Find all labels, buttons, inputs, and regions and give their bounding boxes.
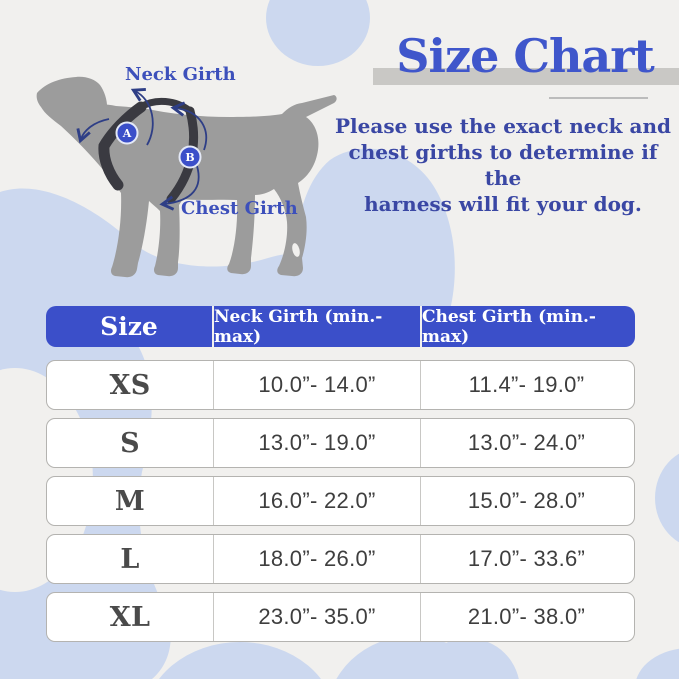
neck-cell: 10.0”- 14.0”: [214, 361, 421, 409]
chest-cell: 15.0”- 28.0”: [467, 488, 586, 513]
harness-neck-strap: [98, 101, 147, 191]
chest-girth-label: Chest Girth: [181, 198, 298, 219]
neck-cell: 23.0”- 35.0”: [214, 593, 421, 641]
neck-girth-label: Neck Girth: [125, 64, 236, 85]
paw-highlight: [292, 243, 300, 257]
col-header-chest: Chest Girth (min.-max): [422, 306, 596, 347]
table-row-m: M 16.0”- 22.0” 15.0”- 28.0”: [46, 476, 635, 526]
chest-cell: 21.0”- 38.0”: [467, 604, 586, 629]
page-title: Size Chart: [396, 29, 654, 83]
subtitle-line-2: chest girths to determine if the: [348, 140, 658, 190]
chest-cell: 13.0”- 24.0”: [467, 430, 586, 455]
size-cell: XL: [47, 593, 214, 641]
neck-cell: 13.0”- 19.0”: [214, 419, 421, 467]
chest-girth-arrow-top: [170, 101, 208, 151]
chest-cell: 17.0”- 33.6”: [467, 546, 586, 571]
neck-cell: 16.0”- 22.0”: [214, 477, 421, 525]
neck-girth-arrow-top: [130, 87, 154, 146]
col-header-size: Size: [46, 306, 214, 347]
table-row-xs: XS 10.0”- 14.0” 11.4”- 19.0”: [46, 360, 635, 410]
subtitle: Please use the exact neck and chest girt…: [332, 113, 674, 217]
size-cell: L: [47, 535, 214, 583]
subtitle-line-1: Please use the exact neck and: [335, 114, 671, 138]
svg-text:A: A: [122, 127, 132, 140]
size-cell: M: [47, 477, 214, 525]
title-rule: [549, 97, 648, 99]
chest-girth-arrow-bottom: [159, 165, 200, 211]
chest-cell: 11.4”- 19.0”: [468, 372, 585, 397]
size-table: Size Neck Girth (min.-max) Chest Girth (…: [46, 306, 635, 642]
marker-b: B: [178, 145, 202, 169]
size-cell: S: [47, 419, 214, 467]
dog-illustration: A B: [36, 76, 337, 278]
neck-cell: 18.0”- 26.0”: [214, 535, 421, 583]
subtitle-line-3: harness will fit your dog.: [364, 192, 642, 216]
table-row-xl: XL 23.0”- 35.0” 21.0”- 38.0”: [46, 592, 635, 642]
table-row-s: S 13.0”- 19.0” 13.0”- 24.0”: [46, 418, 635, 468]
table-header-row: Size Neck Girth (min.-max) Chest Girth (…: [46, 306, 635, 347]
marker-a: A: [115, 121, 139, 145]
neck-girth-arrow-bottom: [76, 118, 110, 144]
svg-text:B: B: [185, 151, 194, 164]
title-backdrop-bar: [373, 68, 679, 85]
col-header-neck: Neck Girth (min.-max): [214, 306, 422, 347]
table-row-l: L 18.0”- 26.0” 17.0”- 33.6”: [46, 534, 635, 584]
size-cell: XS: [47, 361, 214, 409]
